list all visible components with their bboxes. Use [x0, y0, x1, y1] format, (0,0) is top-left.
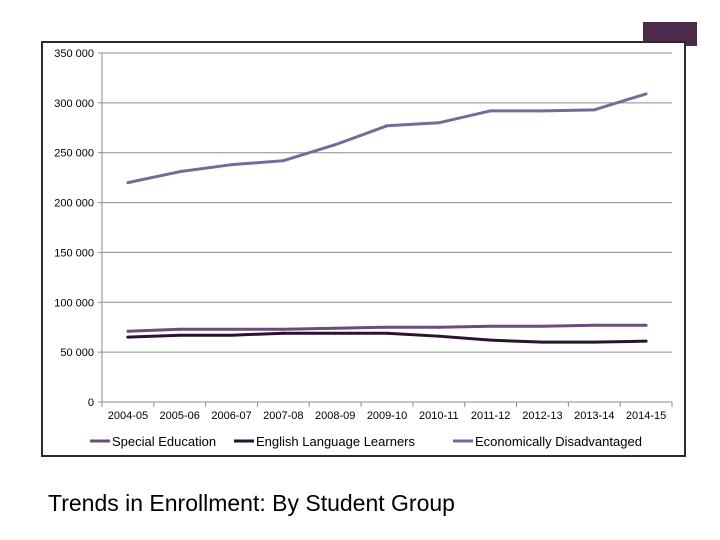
x-tick-label: 2012-13 [522, 410, 562, 422]
x-tick-labels: 2004-05 2005-06 2006-07 2007-08 2008-09 2009-… [108, 410, 667, 422]
data-point [281, 159, 285, 163]
legend-label: Special Education [112, 434, 216, 449]
data-point [178, 333, 182, 337]
y-tick-label: 100 000 [54, 297, 94, 309]
data-point [592, 340, 596, 344]
data-point [437, 121, 441, 125]
data-point [592, 108, 596, 112]
data-point [333, 331, 337, 335]
x-tick-label: 2005-06 [160, 410, 200, 422]
data-point [540, 340, 544, 344]
data-point [178, 170, 182, 174]
slide-caption: Trends in Enrollment: By Student Group [48, 490, 455, 516]
y-tick-label: 350 000 [54, 48, 94, 60]
data-point [385, 124, 389, 128]
data-point [230, 333, 234, 337]
data-point [281, 327, 285, 331]
x-tick-label: 2004-05 [108, 410, 148, 422]
data-point [126, 335, 130, 339]
data-point [540, 109, 544, 113]
x-tick-label: 2007-08 [263, 410, 303, 422]
legend-label: English Language Learners [256, 434, 416, 449]
y-tick-label: 250 000 [54, 148, 94, 160]
gridlines [102, 52, 672, 353]
data-point [489, 109, 493, 113]
x-tick-label: 2014-15 [626, 410, 666, 422]
data-point [644, 92, 648, 96]
data-point [385, 325, 389, 329]
series-line-economically-disadvantaged [127, 92, 647, 185]
data-point [489, 324, 493, 328]
data-point [230, 327, 234, 331]
series-lines [126, 92, 648, 344]
legend: Special Education English Language Learne… [90, 434, 642, 449]
data-point [333, 326, 337, 330]
data-point [126, 181, 130, 185]
data-point [437, 325, 441, 329]
data-point [489, 338, 493, 342]
y-tick-label: 50 000 [60, 347, 94, 359]
legend-label: Economically Disadvantaged [475, 434, 642, 449]
data-point [540, 324, 544, 328]
data-point [230, 163, 234, 167]
data-point [437, 334, 441, 338]
x-tick-label: 2006-07 [211, 410, 251, 422]
y-tick-label: 200 000 [54, 198, 94, 210]
y-tick-label: 150 000 [54, 247, 94, 259]
x-tick-label: 2008-09 [315, 410, 355, 422]
y-tick-label: 0 [88, 397, 94, 409]
data-point [178, 327, 182, 331]
data-point [385, 331, 389, 335]
x-tick-label: 2013-14 [574, 410, 614, 422]
y-tick-labels: 0 50 000 100 000 150 000 200 000 250 000 300 0… [54, 48, 94, 409]
data-point [592, 323, 596, 327]
data-point [281, 331, 285, 335]
x-tick-label: 2011-12 [471, 410, 511, 422]
x-tick-label: 2009-10 [367, 410, 407, 422]
data-point [126, 329, 130, 333]
data-point [644, 339, 648, 343]
data-point [333, 143, 337, 147]
axes [98, 52, 673, 407]
x-tick-label: 2010-11 [419, 410, 459, 422]
y-tick-label: 300 000 [54, 98, 94, 110]
data-point [644, 323, 648, 327]
